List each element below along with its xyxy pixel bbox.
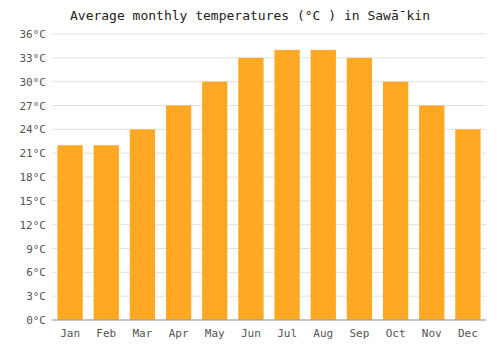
x-tick-label: May [205,327,225,340]
bar [130,129,155,320]
y-tick-label: 9°C [26,243,46,256]
y-tick-label: 12°C [20,219,47,232]
bar [274,50,299,320]
x-tick-label: Oct [386,327,406,340]
bar [383,82,408,320]
x-tick-label: Jul [277,327,297,340]
bar [57,145,82,320]
y-tick-label: 24°C [20,123,47,136]
bar [238,58,263,320]
grid-line [52,320,486,321]
grid-line [52,81,486,82]
y-tick-label: 0°C [26,314,46,327]
x-tick-label: Aug [313,327,333,340]
y-tick-label: 15°C [20,195,47,208]
y-tick-label: 30°C [20,76,47,89]
x-tick-label: Dec [458,327,478,340]
y-tick-label: 36°C [20,28,47,41]
y-tick-label: 18°C [20,171,47,184]
bar [202,82,227,320]
bars [57,50,480,320]
y-tick-label: 33°C [20,52,47,65]
grid-line [52,57,486,58]
bar [419,106,444,321]
y-tick-label: 6°C [26,266,46,279]
title: Average monthly temperatures (°C ) in Sa… [70,8,430,23]
x-axis [52,320,486,321]
grid-line [52,34,486,35]
bar [455,129,480,320]
x-tick-label: Jan [60,327,80,340]
chart: Average monthly temperatures (°C ) in Sa… [0,0,500,350]
x-tick-label: Apr [169,327,189,340]
bar [94,145,119,320]
bar [166,106,191,321]
grid [52,34,486,320]
y-tick-label: 21°C [20,147,47,160]
bar [311,50,336,320]
x-tick-label: Jun [241,327,261,340]
x-tick-label: Nov [422,327,442,340]
x-tick-label: Feb [96,327,116,340]
x-tick-label: Sep [349,327,369,340]
x-tick-label: Mar [132,327,152,340]
y-tick-label: 3°C [26,290,46,303]
bar [347,58,372,320]
y-tick-label: 27°C [20,100,47,113]
